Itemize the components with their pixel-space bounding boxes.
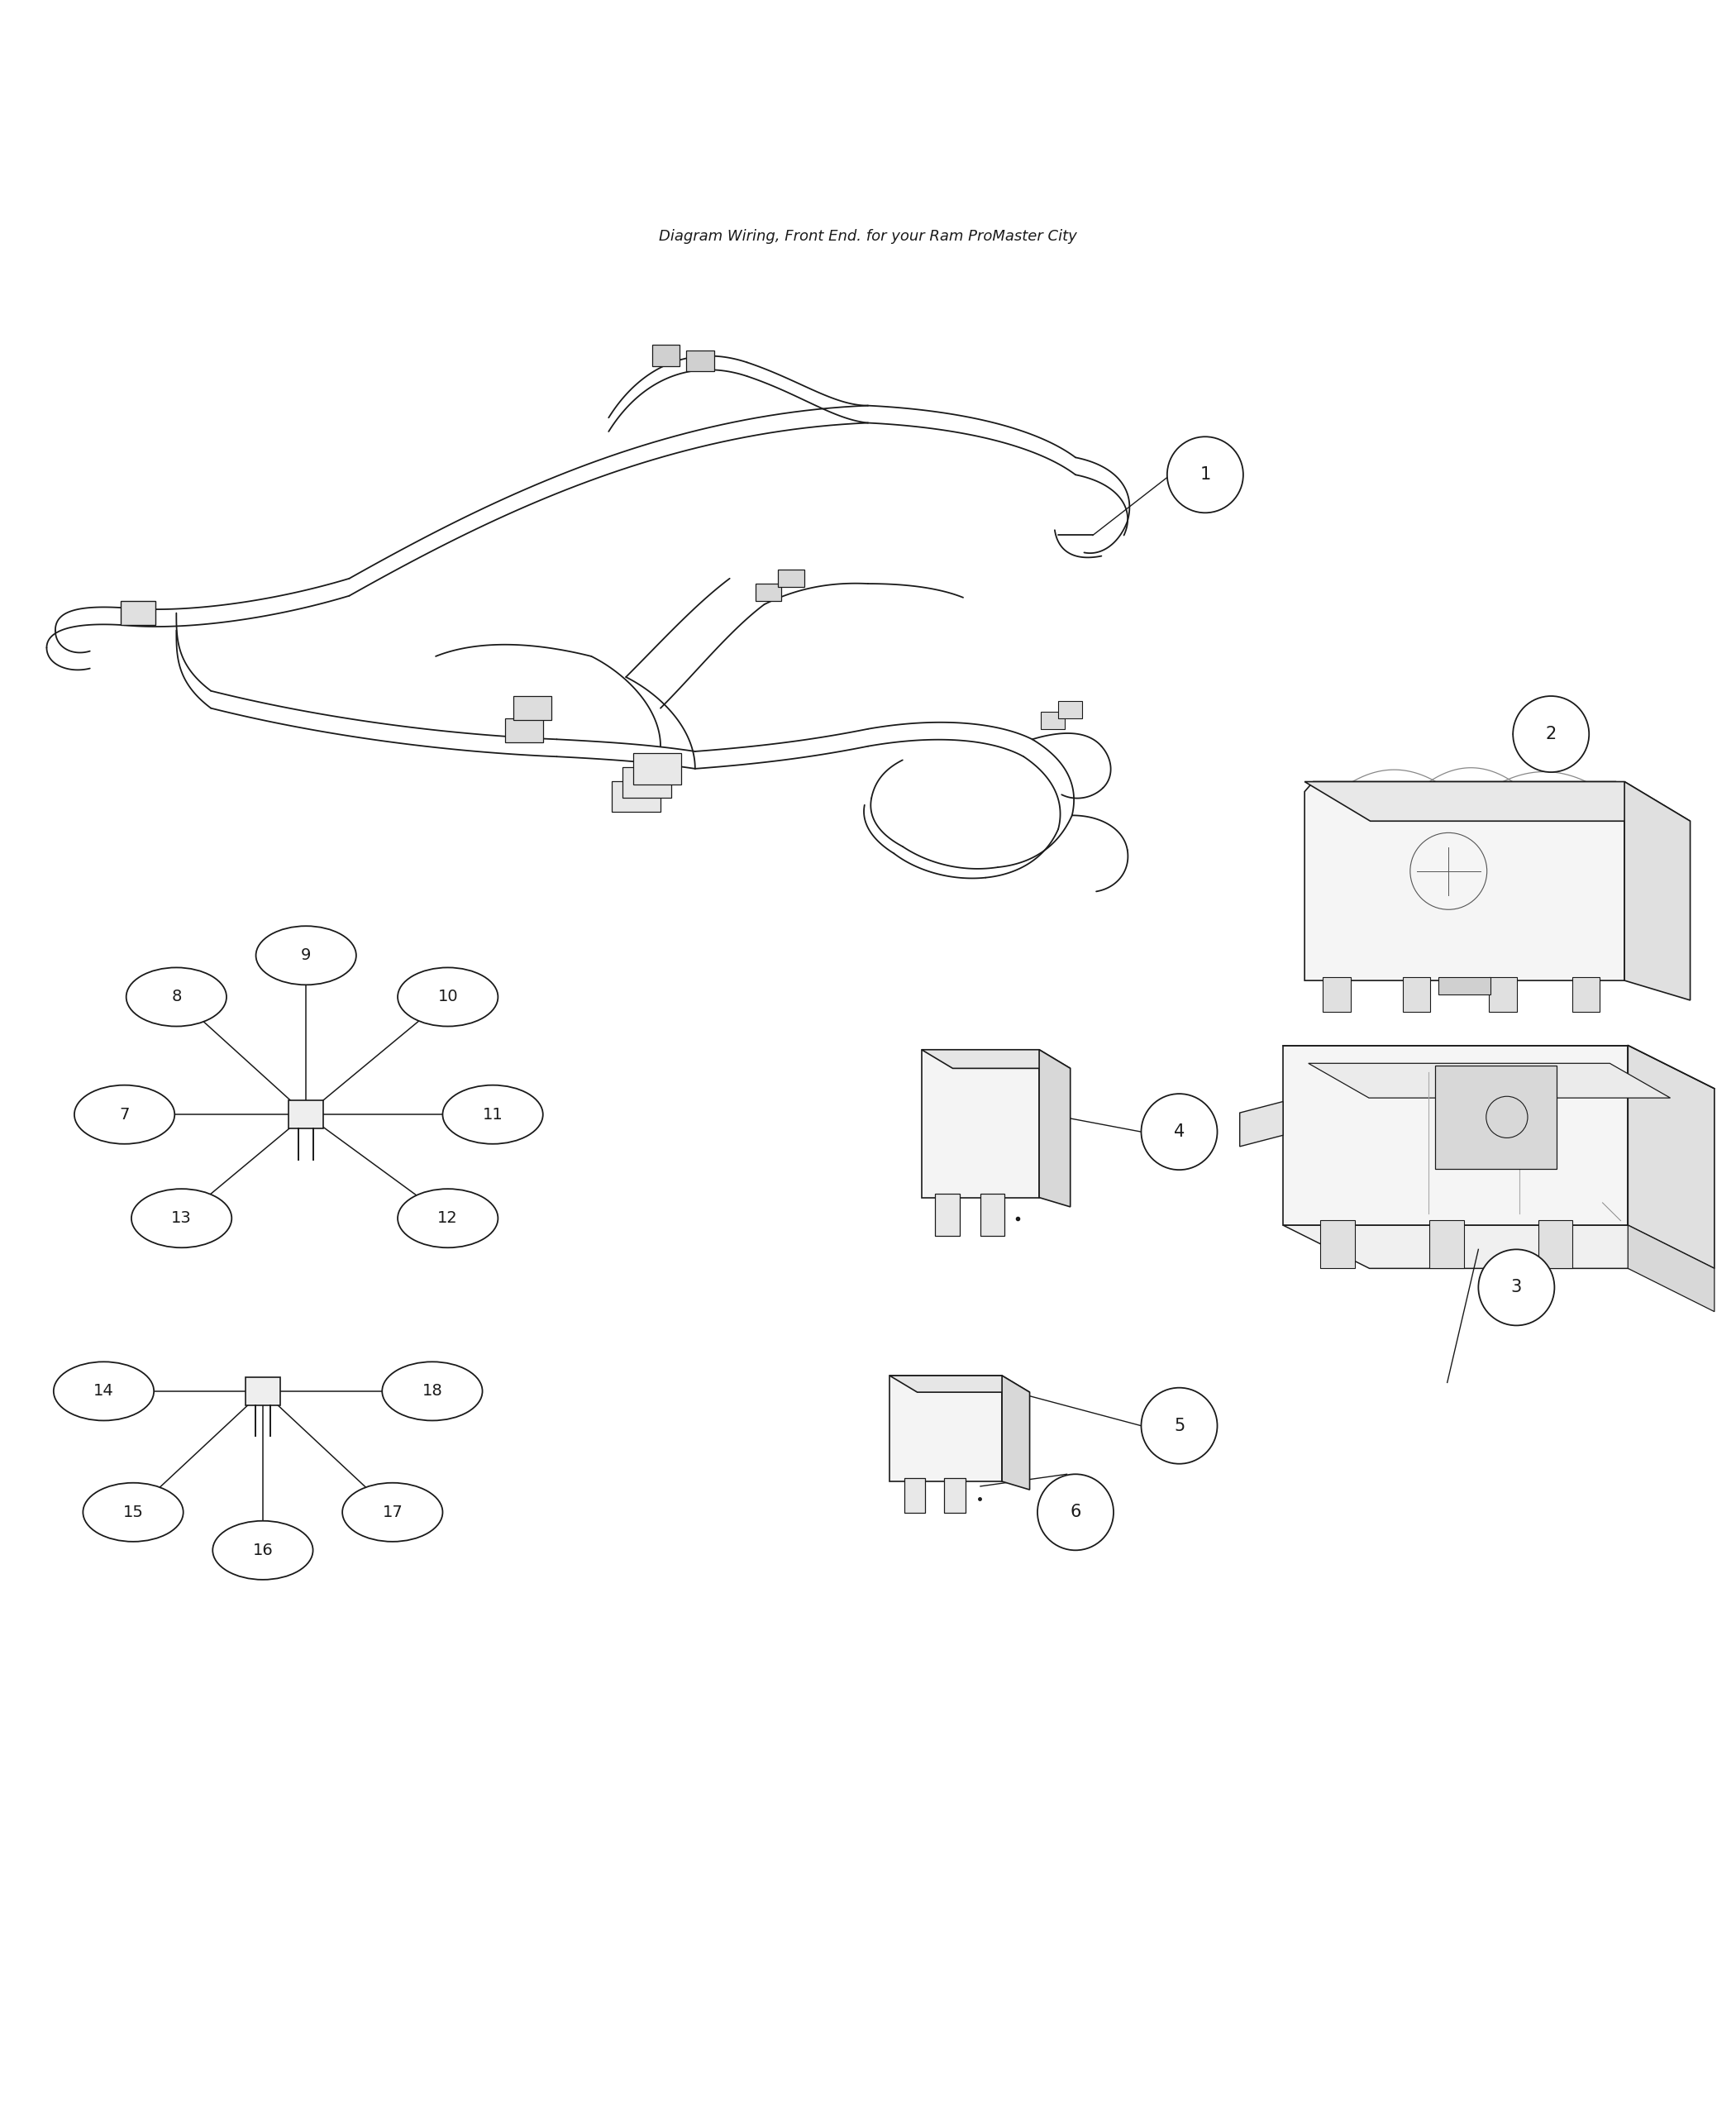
- Ellipse shape: [382, 1362, 483, 1421]
- Polygon shape: [922, 1050, 1071, 1069]
- Polygon shape: [1625, 782, 1691, 999]
- Polygon shape: [889, 1377, 1029, 1391]
- Ellipse shape: [398, 1189, 498, 1248]
- Text: 18: 18: [422, 1383, 443, 1400]
- FancyBboxPatch shape: [245, 1377, 279, 1406]
- FancyBboxPatch shape: [1538, 1221, 1573, 1269]
- FancyBboxPatch shape: [634, 753, 681, 784]
- FancyBboxPatch shape: [288, 1100, 323, 1128]
- Ellipse shape: [75, 1086, 175, 1145]
- Circle shape: [1479, 1250, 1554, 1326]
- FancyBboxPatch shape: [1489, 976, 1517, 1012]
- Polygon shape: [1304, 782, 1691, 822]
- Polygon shape: [1283, 1046, 1628, 1225]
- Text: 4: 4: [1174, 1124, 1184, 1140]
- FancyBboxPatch shape: [1403, 976, 1430, 1012]
- Polygon shape: [1309, 1062, 1670, 1098]
- Ellipse shape: [398, 968, 498, 1027]
- FancyBboxPatch shape: [1429, 1221, 1463, 1269]
- FancyBboxPatch shape: [651, 346, 679, 367]
- Text: 1: 1: [1200, 466, 1210, 483]
- Ellipse shape: [127, 968, 226, 1027]
- Ellipse shape: [342, 1482, 443, 1541]
- Polygon shape: [1283, 1225, 1715, 1269]
- Polygon shape: [889, 1377, 1002, 1482]
- FancyBboxPatch shape: [1573, 976, 1601, 1012]
- FancyBboxPatch shape: [1439, 976, 1491, 995]
- Text: 10: 10: [437, 989, 458, 1006]
- Text: 2: 2: [1545, 725, 1557, 742]
- Polygon shape: [922, 1050, 1040, 1197]
- Circle shape: [1514, 696, 1588, 772]
- Text: 6: 6: [1069, 1503, 1082, 1520]
- Circle shape: [1141, 1094, 1217, 1170]
- Ellipse shape: [255, 925, 356, 984]
- Polygon shape: [1002, 1377, 1029, 1490]
- Circle shape: [1141, 1387, 1217, 1463]
- FancyBboxPatch shape: [944, 1478, 965, 1514]
- Polygon shape: [1628, 1225, 1715, 1311]
- FancyBboxPatch shape: [1059, 702, 1083, 719]
- FancyBboxPatch shape: [514, 696, 552, 721]
- Polygon shape: [1304, 782, 1625, 980]
- Polygon shape: [1040, 1050, 1071, 1208]
- Text: 12: 12: [437, 1210, 458, 1227]
- FancyBboxPatch shape: [613, 780, 660, 812]
- FancyBboxPatch shape: [1042, 713, 1066, 729]
- Circle shape: [1167, 436, 1243, 512]
- Polygon shape: [1240, 1102, 1283, 1147]
- FancyBboxPatch shape: [904, 1478, 925, 1514]
- FancyBboxPatch shape: [778, 569, 804, 588]
- Text: 17: 17: [382, 1505, 403, 1520]
- Ellipse shape: [443, 1086, 543, 1145]
- Text: 3: 3: [1510, 1280, 1522, 1296]
- Circle shape: [1038, 1473, 1113, 1549]
- FancyBboxPatch shape: [981, 1193, 1003, 1235]
- Text: 16: 16: [252, 1543, 273, 1558]
- FancyBboxPatch shape: [936, 1193, 960, 1235]
- Ellipse shape: [214, 1520, 312, 1579]
- FancyBboxPatch shape: [122, 601, 156, 626]
- FancyBboxPatch shape: [623, 767, 670, 799]
- Text: 9: 9: [300, 949, 311, 963]
- Text: Diagram Wiring, Front End. for your Ram ProMaster City: Diagram Wiring, Front End. for your Ram …: [660, 230, 1076, 245]
- FancyBboxPatch shape: [755, 584, 781, 601]
- FancyBboxPatch shape: [686, 350, 713, 371]
- Ellipse shape: [54, 1362, 155, 1421]
- Text: 15: 15: [123, 1505, 144, 1520]
- Text: 11: 11: [483, 1107, 503, 1121]
- Polygon shape: [1628, 1046, 1715, 1269]
- FancyBboxPatch shape: [505, 719, 543, 742]
- Text: 13: 13: [172, 1210, 191, 1227]
- FancyBboxPatch shape: [1323, 976, 1351, 1012]
- Ellipse shape: [83, 1482, 184, 1541]
- Text: 14: 14: [94, 1383, 115, 1400]
- Text: 7: 7: [120, 1107, 130, 1121]
- FancyBboxPatch shape: [1436, 1065, 1557, 1170]
- Ellipse shape: [132, 1189, 231, 1248]
- FancyBboxPatch shape: [1319, 1221, 1354, 1269]
- Text: 8: 8: [172, 989, 182, 1006]
- Text: 5: 5: [1174, 1417, 1184, 1433]
